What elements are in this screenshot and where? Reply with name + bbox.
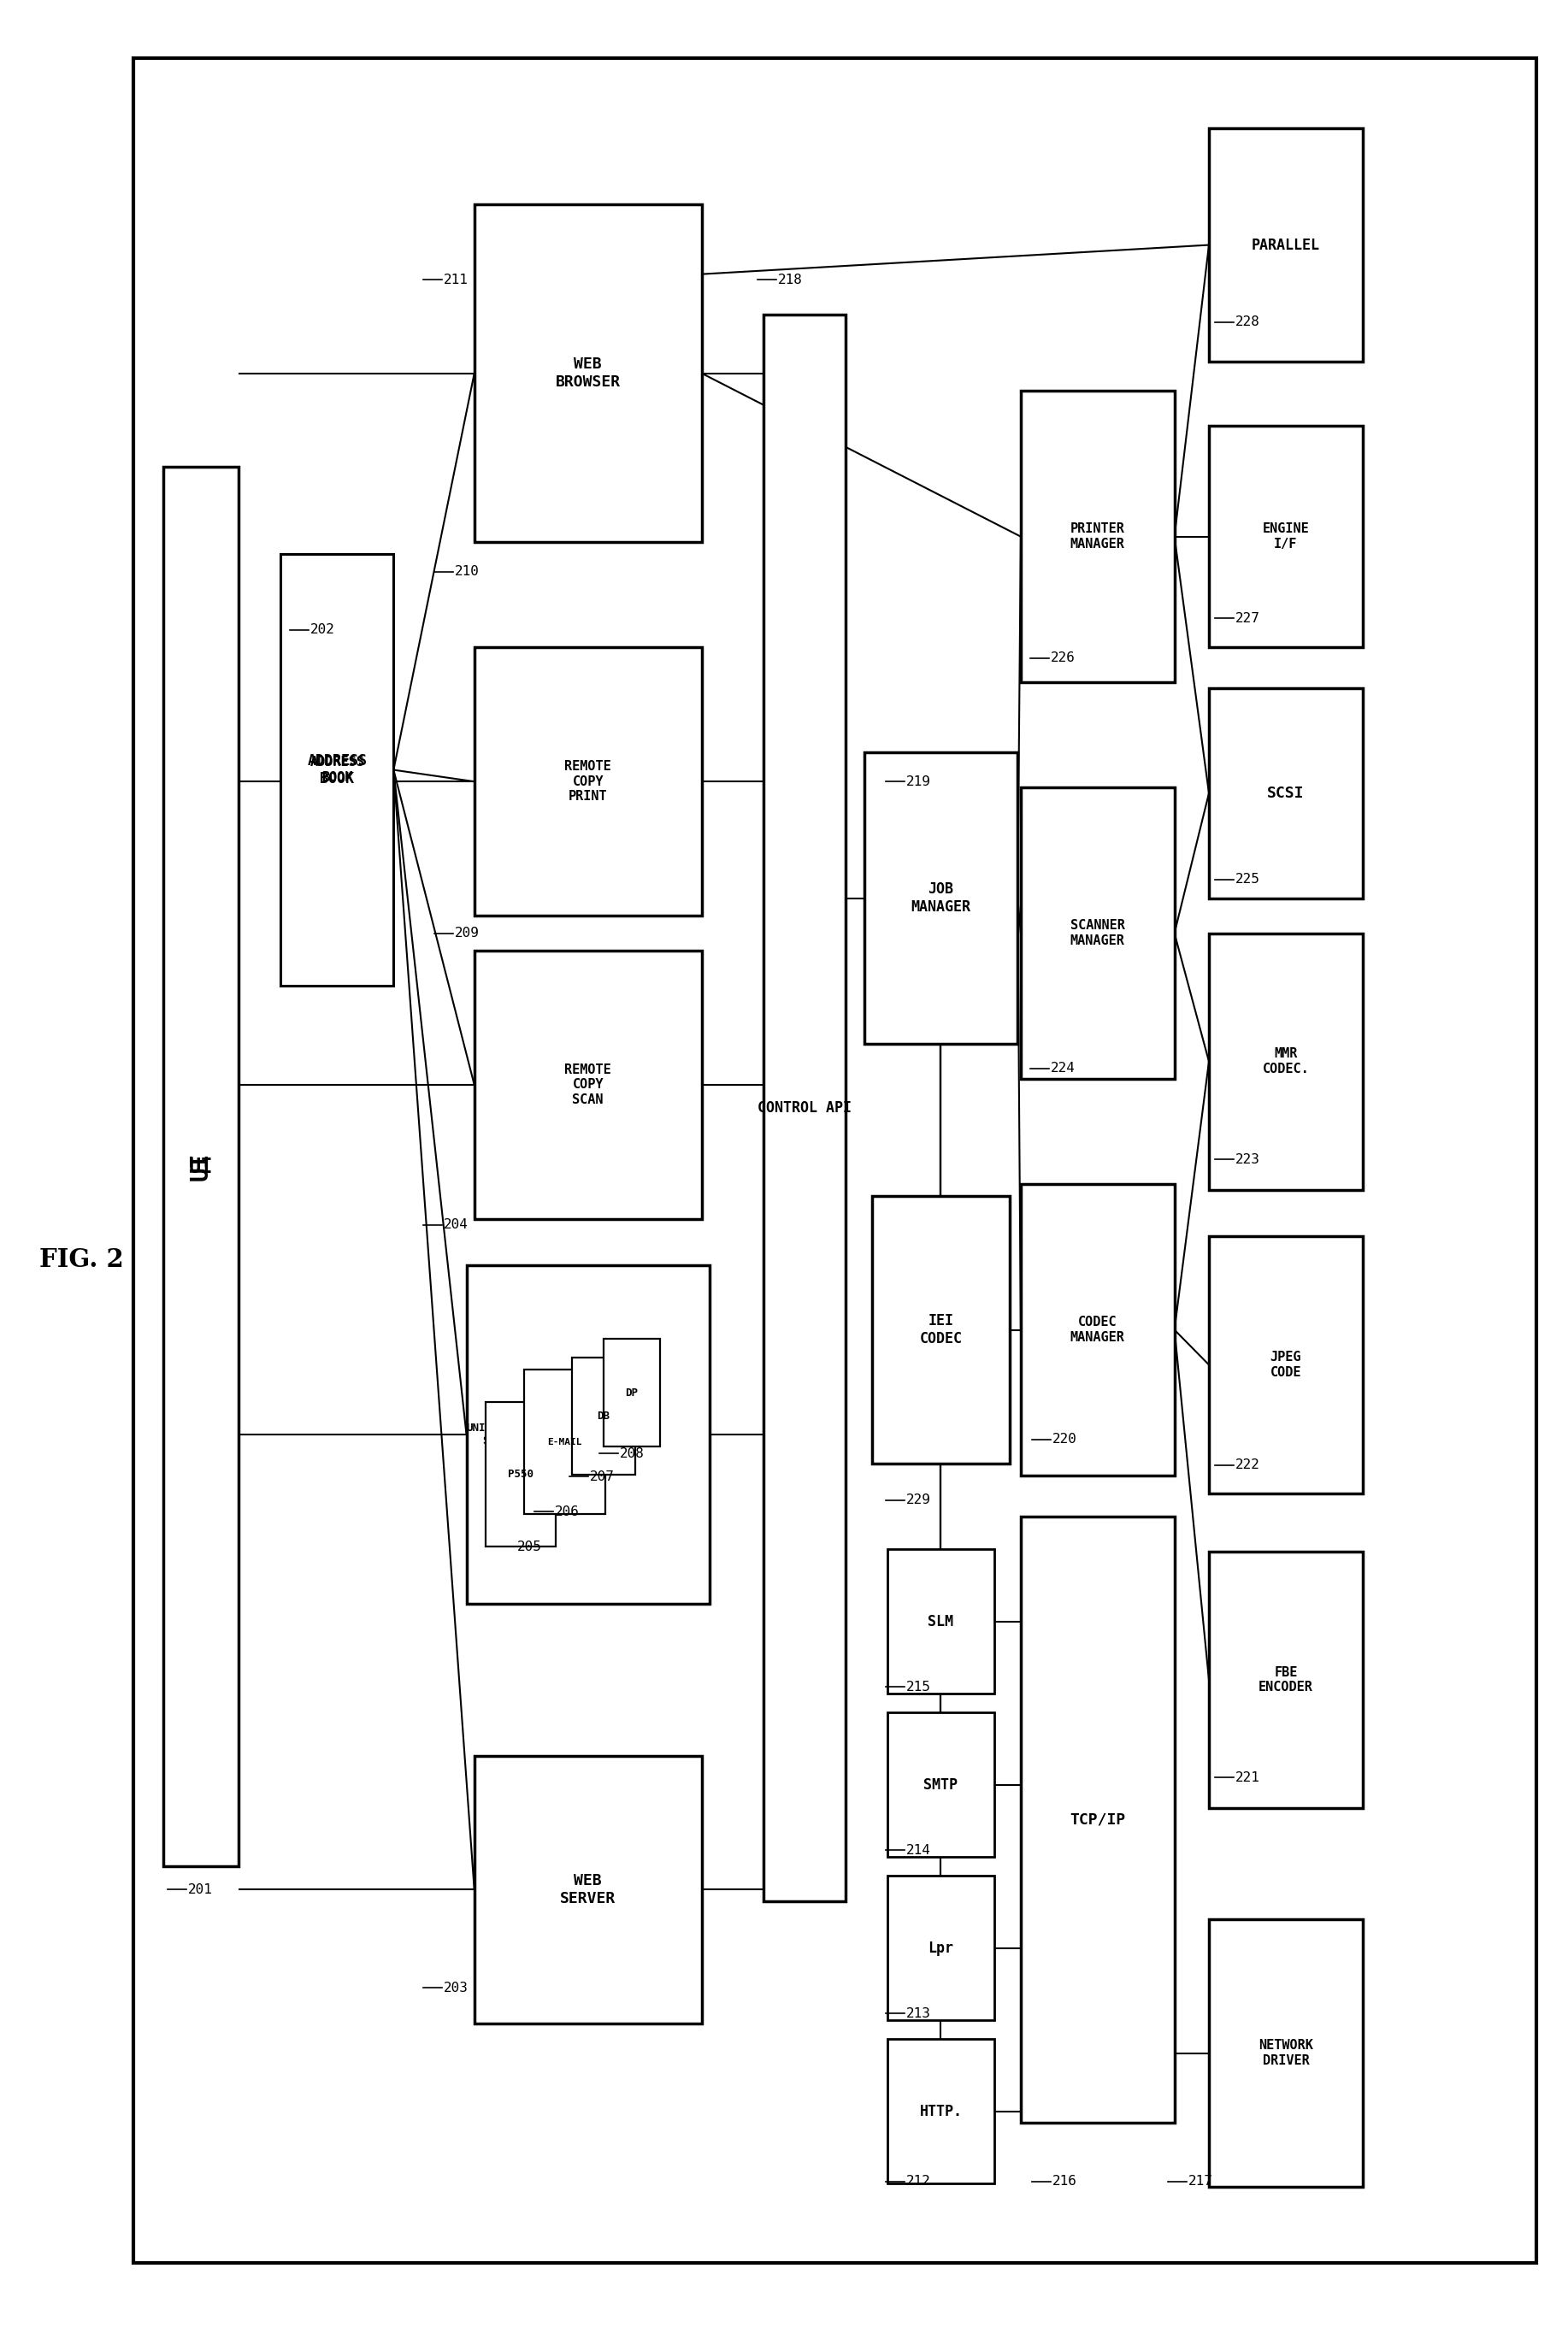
Text: 207: 207 [590,1470,615,1484]
Text: 202: 202 [310,623,336,637]
FancyBboxPatch shape [1021,1185,1174,1477]
FancyBboxPatch shape [1209,128,1363,362]
Text: UI: UI [188,1157,213,1176]
Text: 209: 209 [455,926,480,940]
FancyBboxPatch shape [872,1194,1010,1465]
Text: 206: 206 [555,1505,580,1519]
Text: 222: 222 [1236,1458,1261,1472]
Text: 218: 218 [778,273,803,287]
Text: 210: 210 [455,565,480,579]
Text: 212: 212 [906,2174,931,2188]
FancyBboxPatch shape [887,1876,994,2020]
FancyBboxPatch shape [474,205,701,544]
FancyBboxPatch shape [864,751,1018,1045]
Text: SLM: SLM [928,1614,953,1628]
Text: ENGINE
I/F: ENGINE I/F [1262,523,1309,551]
FancyBboxPatch shape [1021,390,1174,681]
FancyBboxPatch shape [1209,688,1363,898]
Text: 215: 215 [906,1680,931,1694]
Text: SCSI: SCSI [1267,786,1305,800]
Text: 223: 223 [1236,1153,1261,1166]
Text: PRINTER
MANAGER: PRINTER MANAGER [1071,523,1124,551]
Text: JOB
MANAGER: JOB MANAGER [911,882,971,915]
Text: E-MAIL: E-MAIL [547,1437,582,1446]
Text: Lpr: Lpr [928,1941,953,1955]
FancyBboxPatch shape [1021,789,1174,1078]
Text: UNIVERSAL
SEND: UNIVERSAL SEND [467,1423,524,1446]
Text: 216: 216 [1052,2174,1077,2188]
Text: 226: 226 [1051,651,1076,665]
FancyBboxPatch shape [1209,933,1363,1190]
Text: P550: P550 [508,1470,533,1479]
Text: 205: 205 [517,1540,543,1554]
FancyBboxPatch shape [474,952,701,1218]
FancyBboxPatch shape [887,1712,994,1857]
Text: WEB
BROWSER: WEB BROWSER [555,357,621,390]
Text: UI: UI [188,1153,213,1180]
FancyBboxPatch shape [1021,1516,1174,2123]
Text: 217: 217 [1189,2174,1214,2188]
Text: ADDRESS
BOOK: ADDRESS BOOK [307,754,367,786]
FancyBboxPatch shape [887,1549,994,1694]
FancyBboxPatch shape [764,315,845,1901]
Text: SMTP: SMTP [924,1778,958,1792]
Text: CONTROL API: CONTROL API [757,1101,851,1115]
Text: FBE
ENCODER: FBE ENCODER [1259,1666,1312,1694]
Text: IEI
CODEC: IEI CODEC [919,1313,963,1346]
Text: 224: 224 [1051,1062,1076,1076]
FancyBboxPatch shape [466,1264,709,1605]
Text: REMOTE
COPY
PRINT: REMOTE COPY PRINT [564,761,612,803]
Text: CODEC
MANAGER: CODEC MANAGER [1071,1316,1124,1344]
Text: 220: 220 [1052,1432,1077,1446]
Text: HTTP.: HTTP. [919,2104,963,2118]
Text: 201: 201 [188,1883,213,1897]
FancyBboxPatch shape [133,58,1537,2263]
Text: 227: 227 [1236,611,1261,625]
Text: 211: 211 [444,273,469,287]
Text: DP: DP [626,1388,638,1397]
Text: 225: 225 [1236,873,1261,887]
Text: NETWORK
DRIVER: NETWORK DRIVER [1259,2039,1312,2067]
FancyBboxPatch shape [1209,425,1363,646]
FancyBboxPatch shape [474,1754,701,2023]
FancyBboxPatch shape [163,467,238,1866]
FancyBboxPatch shape [1209,1918,1363,2188]
Text: 208: 208 [619,1446,644,1460]
Text: PARALLEL: PARALLEL [1251,238,1320,252]
FancyBboxPatch shape [1209,1551,1363,1808]
FancyBboxPatch shape [604,1339,660,1446]
FancyBboxPatch shape [572,1358,635,1474]
Text: 221: 221 [1236,1771,1261,1785]
Text: 204: 204 [444,1218,469,1232]
Text: REMOTE
COPY
SCAN: REMOTE COPY SCAN [564,1064,612,1106]
Text: SCANNER
MANAGER: SCANNER MANAGER [1071,919,1124,947]
Text: 228: 228 [1236,315,1261,329]
Text: WEB
SERVER: WEB SERVER [560,1873,616,1906]
Text: 219: 219 [906,775,931,789]
Text: FIG. 2: FIG. 2 [39,1248,124,1271]
FancyBboxPatch shape [1209,1236,1363,1493]
Text: TCP/IP: TCP/IP [1069,1813,1126,1827]
FancyBboxPatch shape [474,646,701,915]
Text: DB: DB [597,1411,610,1421]
FancyBboxPatch shape [887,2039,994,2184]
Text: 213: 213 [906,2006,931,2020]
FancyBboxPatch shape [281,555,394,985]
Text: JPEG
CODE: JPEG CODE [1270,1351,1301,1379]
Text: MMR
CODEC.: MMR CODEC. [1262,1048,1309,1076]
Text: ADDRESS
BOOK: ADDRESS BOOK [310,756,364,784]
FancyBboxPatch shape [524,1369,605,1514]
Text: 214: 214 [906,1843,931,1857]
Text: 203: 203 [444,1981,469,1995]
Text: 229: 229 [906,1493,931,1507]
FancyBboxPatch shape [486,1402,555,1547]
